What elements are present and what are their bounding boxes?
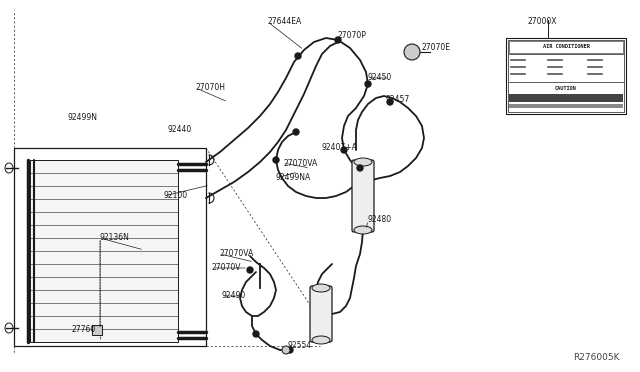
Text: 92407+A: 92407+A	[322, 144, 358, 153]
Text: R276005K: R276005K	[573, 353, 620, 362]
Circle shape	[357, 165, 363, 171]
Text: CAUTION: CAUTION	[555, 86, 577, 90]
Text: 92499NA: 92499NA	[276, 173, 311, 183]
Text: 92440: 92440	[168, 125, 192, 135]
Text: 92480: 92480	[368, 215, 392, 224]
Bar	[14, 148, 206, 346]
Text: 27760: 27760	[72, 326, 96, 334]
Bar	[509, 104, 623, 108]
Bar	[509, 94, 623, 102]
Circle shape	[295, 53, 301, 59]
Text: 92457: 92457	[386, 96, 410, 105]
Circle shape	[387, 99, 393, 105]
Text: 27070VA: 27070VA	[220, 250, 254, 259]
Bar	[30, 160, 178, 342]
FancyBboxPatch shape	[310, 286, 332, 342]
Text: 92100: 92100	[164, 192, 188, 201]
Circle shape	[365, 81, 371, 87]
Text: 92499N: 92499N	[68, 113, 98, 122]
Text: 92554: 92554	[288, 341, 312, 350]
Text: 27070P: 27070P	[338, 31, 367, 39]
Ellipse shape	[312, 336, 330, 344]
Circle shape	[335, 37, 341, 43]
Text: 27000X: 27000X	[528, 17, 557, 26]
Text: 92136N: 92136N	[100, 234, 130, 243]
Bar	[92, 325, 102, 335]
Text: 27070H: 27070H	[196, 83, 226, 93]
Ellipse shape	[312, 284, 330, 292]
Text: 27644EA: 27644EA	[268, 17, 302, 26]
Text: AIR CONDITIONER: AIR CONDITIONER	[543, 45, 589, 49]
Circle shape	[404, 44, 420, 60]
Circle shape	[341, 147, 347, 153]
Circle shape	[293, 129, 299, 135]
Text: 92490: 92490	[222, 292, 246, 301]
Bar	[506, 38, 626, 114]
Bar	[509, 41, 623, 53]
Text: 27070E: 27070E	[422, 44, 451, 52]
FancyBboxPatch shape	[352, 160, 374, 232]
Ellipse shape	[354, 158, 372, 166]
Text: 92450: 92450	[368, 74, 392, 83]
Circle shape	[253, 331, 259, 337]
Circle shape	[247, 267, 253, 273]
Text: 27070VA: 27070VA	[283, 158, 317, 167]
Bar	[508, 40, 624, 112]
Circle shape	[287, 347, 293, 353]
Circle shape	[282, 346, 290, 354]
Circle shape	[273, 157, 279, 163]
Ellipse shape	[354, 226, 372, 234]
Text: 27070V: 27070V	[212, 263, 241, 273]
